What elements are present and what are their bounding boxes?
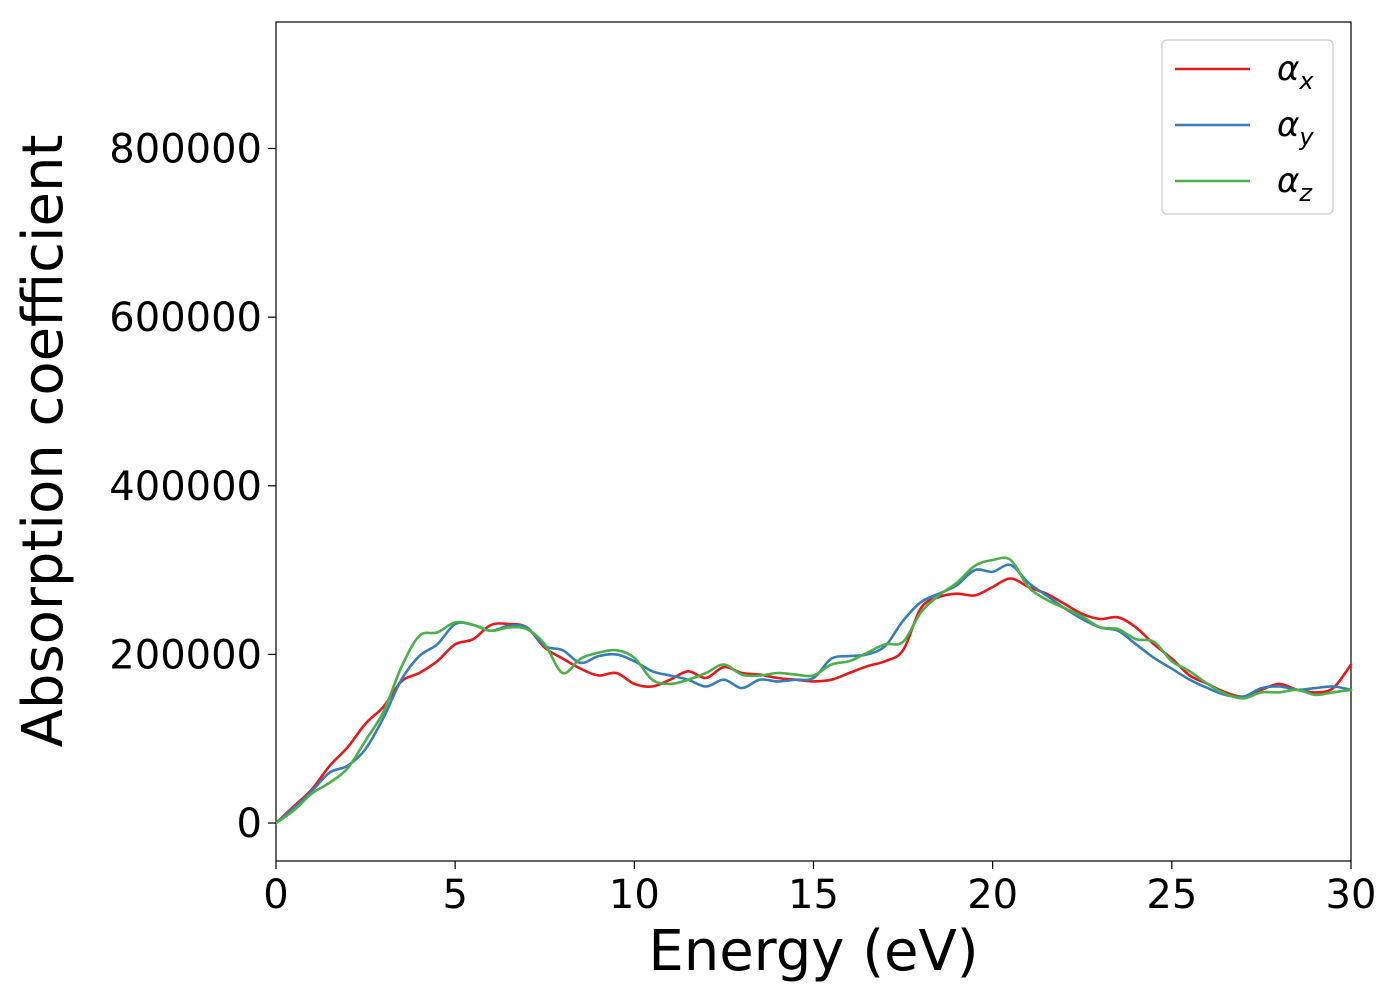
y-tick-label: 800000: [109, 126, 262, 172]
legend-box: [1161, 39, 1334, 215]
series-line-alpha-z: [274, 556, 1353, 825]
x-tick-label: 25: [1146, 872, 1197, 918]
y-tick-label: 200000: [109, 632, 262, 678]
x-tick-label: 15: [788, 872, 839, 918]
y-tick-label: 400000: [109, 464, 262, 510]
x-tick-label: 10: [609, 872, 660, 918]
x-axis-title: Energy (eV): [648, 919, 978, 984]
x-tick-label: 0: [263, 872, 288, 918]
series-layer: [274, 556, 1353, 825]
series-line-alpha-x: [274, 577, 1353, 825]
x-axis: 0 5 10 15 20 25 30: [263, 861, 1376, 918]
x-tick-label: 20: [967, 872, 1018, 918]
y-axis: 0 200000 400000 600000 800000: [109, 126, 276, 847]
x-tick-label: 5: [442, 872, 467, 918]
x-tick-label: 30: [1326, 872, 1377, 918]
y-tick-label: 600000: [109, 295, 262, 341]
series-line-alpha-y: [274, 563, 1353, 825]
y-tick-label: 0: [237, 801, 262, 847]
y-axis-title: Absorption coefficient: [11, 135, 76, 748]
